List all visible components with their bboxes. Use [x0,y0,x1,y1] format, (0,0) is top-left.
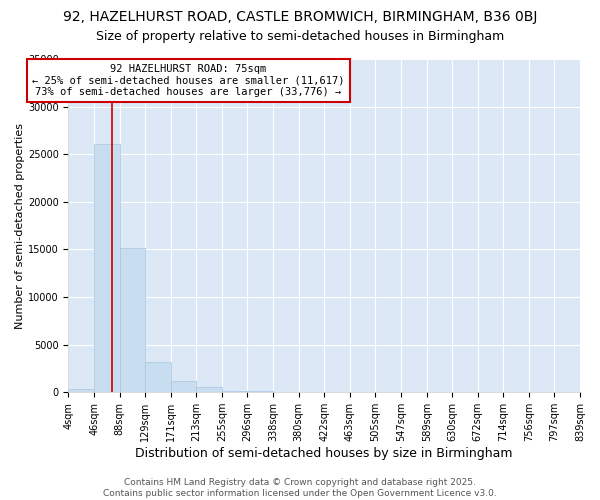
Bar [145,362,171,392]
Bar [120,248,145,392]
Bar [196,388,222,392]
X-axis label: Distribution of semi-detached houses by size in Birmingham: Distribution of semi-detached houses by … [136,447,513,460]
Bar [94,144,120,392]
Y-axis label: Number of semi-detached properties: Number of semi-detached properties [15,122,25,328]
Bar [222,390,247,392]
Bar [68,390,94,392]
Text: 92, HAZELHURST ROAD, CASTLE BROMWICH, BIRMINGHAM, B36 0BJ: 92, HAZELHURST ROAD, CASTLE BROMWICH, BI… [63,10,537,24]
Bar [171,381,196,392]
Text: 92 HAZELHURST ROAD: 75sqm
← 25% of semi-detached houses are smaller (11,617)
73%: 92 HAZELHURST ROAD: 75sqm ← 25% of semi-… [32,64,345,97]
Text: Contains HM Land Registry data © Crown copyright and database right 2025.
Contai: Contains HM Land Registry data © Crown c… [103,478,497,498]
Text: Size of property relative to semi-detached houses in Birmingham: Size of property relative to semi-detach… [96,30,504,43]
